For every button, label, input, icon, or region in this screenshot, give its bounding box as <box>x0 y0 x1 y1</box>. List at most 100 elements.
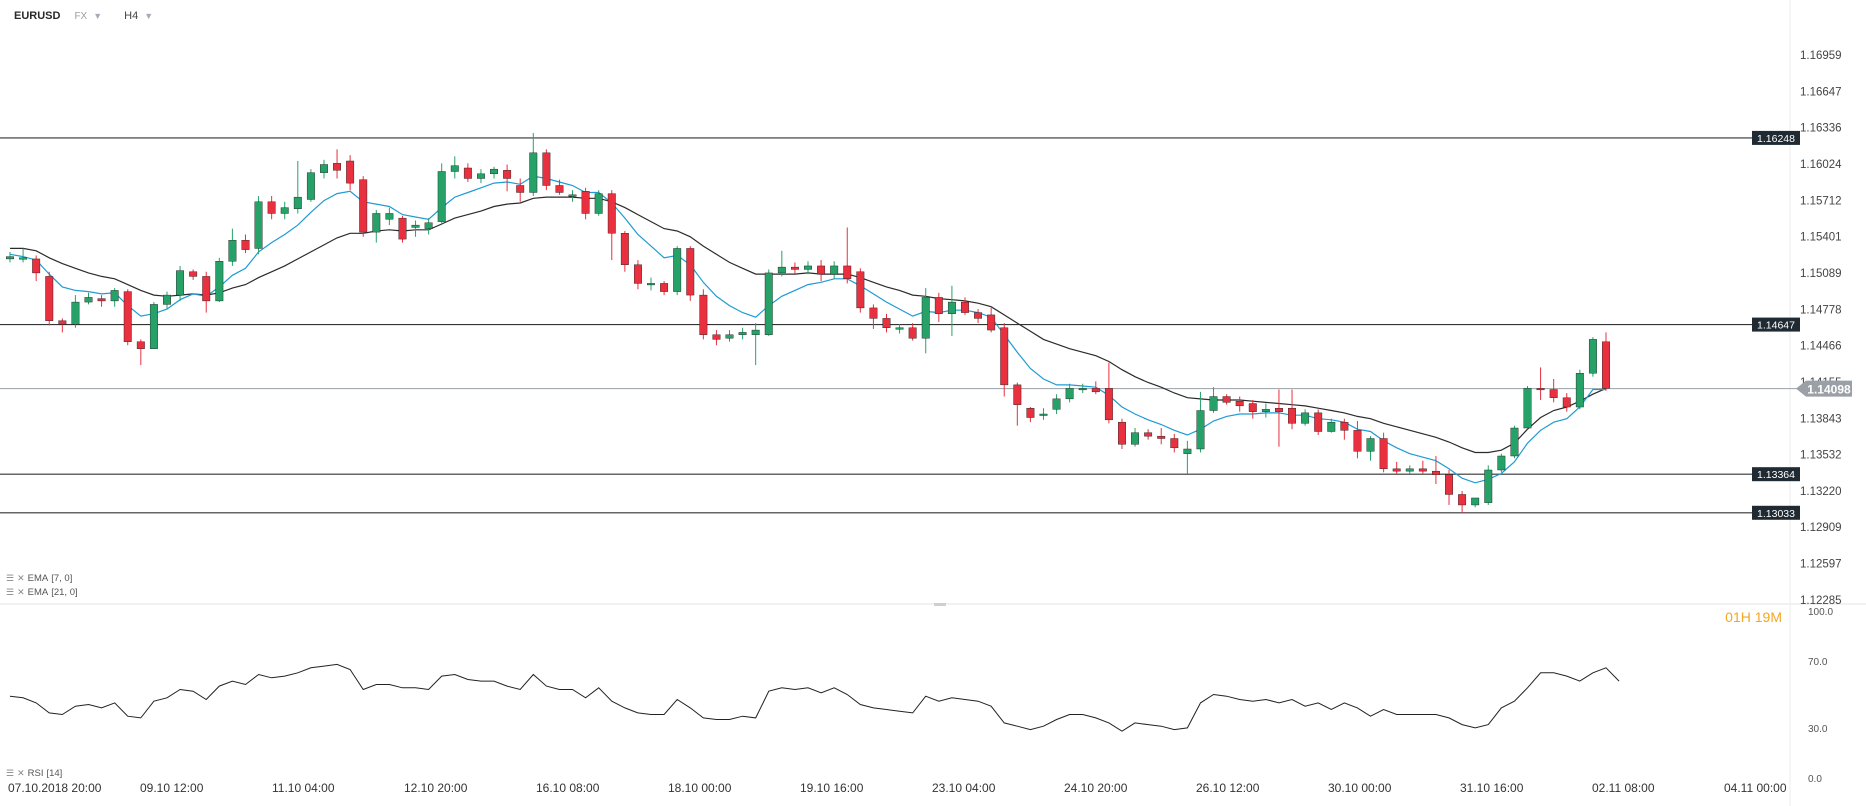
candle-up <box>1405 468 1414 472</box>
candle-down <box>503 170 512 179</box>
candle-up <box>372 213 381 233</box>
countdown-m: M <box>1770 609 1782 625</box>
time-axis-label: 19.10 16:00 <box>800 781 864 795</box>
candle-up <box>1261 409 1270 412</box>
candle-down <box>712 334 721 340</box>
candle-up <box>385 213 394 220</box>
candle-up <box>1327 421 1336 432</box>
candle-down <box>1248 403 1257 412</box>
list-icon[interactable]: ☰ <box>6 768 15 778</box>
candle-up <box>1209 396 1218 411</box>
candle-down <box>398 217 407 240</box>
time-axis-label: 26.10 12:00 <box>1196 781 1260 795</box>
timeframe-label[interactable]: H4 <box>124 10 139 22</box>
price-tick-label: 1.13220 <box>1800 486 1842 498</box>
candle-down <box>1013 384 1022 405</box>
level-value: 1.16248 <box>1757 133 1795 145</box>
candle-down <box>58 320 67 325</box>
candle-up <box>947 301 956 314</box>
candle-down <box>699 294 708 335</box>
close-icon[interactable]: ✕ <box>17 768 25 778</box>
candle-up <box>228 240 237 262</box>
time-axis-label: 16.10 08:00 <box>536 781 600 795</box>
candle-down <box>1235 400 1244 407</box>
list-icon[interactable]: ☰ <box>6 587 15 597</box>
candle-down <box>1418 468 1427 472</box>
candle-down <box>189 271 198 277</box>
candle-down <box>790 266 799 270</box>
candle-down <box>202 276 211 302</box>
price-tick-label: 1.12909 <box>1800 522 1842 534</box>
rsi-line <box>9 663 1620 732</box>
indicator-params: [7, 0] <box>51 573 73 584</box>
candle-up <box>751 329 760 335</box>
chevron-down-icon[interactable]: ▼ <box>93 11 103 21</box>
time-axis-label: 18.10 00:00 <box>668 781 732 795</box>
candle-down <box>1157 435 1166 439</box>
symbol-label[interactable]: EURUSD <box>14 10 61 22</box>
indicator-params: [14] <box>46 768 63 779</box>
close-icon[interactable]: ✕ <box>17 587 25 597</box>
candle-down <box>1392 468 1401 472</box>
candle-down <box>1549 389 1558 398</box>
level-tag <box>1752 130 1800 145</box>
candle-countdown: 01H 19M <box>1725 609 1782 625</box>
countdown-h: H <box>1740 609 1751 625</box>
candle-up <box>320 164 328 173</box>
candle-down <box>1118 421 1126 445</box>
indicator-name: EMA <box>27 587 49 598</box>
candle-down <box>1026 407 1035 418</box>
level-value: 1.13033 <box>1757 508 1795 520</box>
candle-up <box>1588 339 1597 374</box>
price-tick-label: 1.15401 <box>1800 232 1842 244</box>
candle-down <box>463 167 472 179</box>
candle-down <box>817 265 826 275</box>
price-tick-label: 1.14466 <box>1800 341 1842 353</box>
indicator-params: [21, 0] <box>51 587 78 598</box>
candle-up <box>1196 410 1205 450</box>
chevron-down-icon[interactable]: ▼ <box>144 11 154 21</box>
candle-up <box>254 201 263 249</box>
candle-up <box>84 297 93 303</box>
candle-up <box>411 224 420 228</box>
market-label[interactable]: FX <box>74 10 88 22</box>
price-tick-label: 1.16959 <box>1800 50 1842 62</box>
price-tick-label: 1.15712 <box>1800 195 1842 207</box>
candle-up <box>895 327 904 330</box>
candle-down <box>581 191 590 214</box>
candle-down <box>633 264 642 284</box>
candle-down <box>1000 327 1009 386</box>
symbol-header: EURUSD FX ▼ H4 ▼ <box>14 10 153 22</box>
candle-down <box>555 185 564 193</box>
candle-down <box>45 276 54 321</box>
candle-up <box>424 222 433 229</box>
candle-down <box>843 265 852 279</box>
price-tick-label: 1.12597 <box>1800 559 1842 571</box>
candle-up <box>477 173 485 179</box>
candle-down <box>1379 438 1388 470</box>
candle-down <box>1288 407 1296 424</box>
candle-down <box>1144 432 1153 437</box>
candle-down <box>97 298 106 302</box>
candle-up <box>1575 373 1584 408</box>
candle-up <box>306 172 315 200</box>
price-tick-label: 1.15089 <box>1800 268 1842 280</box>
candle-up <box>149 304 158 349</box>
candle-up <box>764 272 773 335</box>
candle-down <box>882 318 891 328</box>
candle-down <box>908 327 917 339</box>
list-icon[interactable]: ☰ <box>6 573 15 583</box>
candle-down <box>934 297 943 314</box>
candle-down <box>1091 388 1100 393</box>
candle-up <box>804 265 812 270</box>
candle-up <box>1484 469 1493 503</box>
candle-up <box>71 301 80 325</box>
candle-down <box>333 163 341 171</box>
candle-up <box>830 265 839 275</box>
candle-down <box>1314 412 1323 432</box>
candle-down <box>1353 430 1362 452</box>
time-axis-label: 30.10 00:00 <box>1328 781 1392 795</box>
close-icon[interactable]: ✕ <box>17 573 25 583</box>
